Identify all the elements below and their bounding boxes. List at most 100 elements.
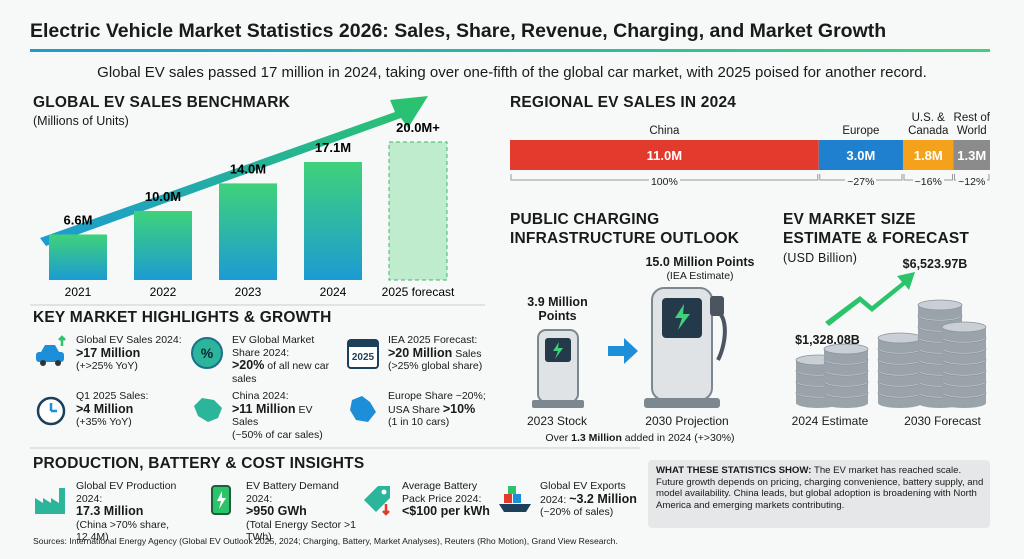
note-body: The EV market has reached scale. Future …: [656, 465, 984, 511]
page-title: Electric Vehicle Market Statistics 2026:…: [30, 20, 887, 42]
item-note: (China >70% share, 12.4M): [76, 518, 170, 544]
item-value: >17 Million: [76, 345, 141, 360]
item-text: EV Battery Demand 2024: >950 GWh (Total En…: [246, 480, 362, 544]
item-value-suffix: of all new car sales: [232, 360, 330, 385]
icon: [194, 398, 222, 422]
coin: [942, 332, 986, 342]
share-label: ~27%: [837, 176, 885, 188]
section-title: EV MARKET SIZE ESTIMATE & FORECAST (USD …: [783, 210, 998, 268]
icon: [499, 486, 531, 512]
info-item: Europe Share ~20%; USA Share >10% (1 in 10…: [344, 390, 494, 442]
item-text: Europe Share ~20%; USA Share >10% (1 in 10…: [388, 390, 494, 429]
x-label: 2030 Forecast: [904, 414, 981, 428]
growth-arrow: [40, 96, 428, 246]
share-text: ~27%: [845, 176, 877, 188]
x-label: 2024 Estimate: [791, 414, 869, 428]
page-subtitle: Global EV sales passed 17 million in 202…: [97, 64, 927, 81]
item-title: Global EV Production 2024:: [76, 480, 177, 505]
info-item: Global EV Exports 2024: ~3.2 Million (~20%…: [496, 480, 646, 532]
item-text: Average Battery Pack Price 2024: <$100 pe…: [402, 480, 498, 519]
icon-part: [217, 491, 226, 509]
coin: [824, 398, 868, 408]
item-note: (+35% YoY): [76, 416, 132, 428]
item-value: >20%: [232, 358, 265, 372]
info-item: EV Battery Demand 2024: >950 GWh (Total En…: [202, 480, 362, 543]
icon-part: [508, 486, 516, 494]
region-label: Rest of World: [953, 112, 990, 137]
value-label: 3.0M: [846, 148, 875, 163]
section-title: GLOBAL EV SALES BENCHMARK: [33, 94, 291, 111]
icon: [35, 488, 65, 514]
icon-part: [41, 345, 59, 352]
market-arrow: [825, 272, 915, 326]
note-lead: WHAT THESE STATISTICS SHOW:: [656, 465, 812, 476]
coin: [878, 376, 922, 386]
bar: [304, 162, 362, 280]
charging-value: 15.0 Million Points: [645, 255, 755, 269]
item-title: Global EV Exports: [540, 480, 626, 492]
item-title: EV Battery Demand 2024:: [246, 480, 339, 505]
item-text: China 2024: >11 Million EV Sales (~50% of …: [232, 390, 338, 441]
item-note: (~20% of sales): [540, 506, 614, 518]
coin: [942, 354, 986, 364]
coin: [877, 332, 923, 344]
icon-part: [381, 489, 387, 495]
item-value-line: >20% of all new car sales: [232, 359, 338, 385]
icon-part: [499, 504, 531, 512]
item-note: (~50% of car sales): [232, 428, 323, 441]
arrow: [608, 338, 638, 364]
coin: [824, 354, 868, 364]
coin: [878, 354, 922, 364]
item-title: Average Battery Pack Price 2024:: [402, 480, 482, 505]
coins-2030: [877, 299, 987, 408]
item-value-line: >4 Million: [76, 401, 182, 417]
coin: [917, 299, 963, 311]
item-value-prefix: USA Share: [388, 403, 440, 416]
bar-segment: [818, 140, 903, 170]
charging-value: 3.9 Million Points: [527, 295, 588, 323]
bar-segment: [902, 140, 954, 170]
x-label: 2023 Stock: [526, 414, 588, 428]
title-underline: [30, 49, 990, 52]
note: WHAT THESE STATISTICS SHOW: The EV marke…: [656, 465, 984, 511]
coin: [878, 398, 922, 408]
coin: [878, 365, 922, 375]
item-value: >10%: [442, 401, 476, 416]
icon: %: [191, 337, 223, 369]
coin: [824, 387, 868, 397]
section-subtitle: (Millions of Units): [33, 114, 129, 128]
item-value: <$100 per kWh: [402, 504, 490, 518]
value-label: 14.0M: [230, 161, 266, 176]
bar-segment: [953, 140, 990, 170]
item-title: China 2024:: [232, 390, 289, 402]
item-title: Global EV Sales 2024:: [76, 334, 182, 346]
bar: [219, 183, 277, 280]
x-tick-label: 2024: [320, 285, 347, 299]
coin: [824, 376, 868, 386]
item-note: (>25% global share): [388, 360, 483, 372]
icon-part: [58, 335, 66, 346]
text: Over: [545, 432, 569, 444]
icon-part: [504, 494, 512, 503]
item-note: (1 in 10 cars): [388, 416, 450, 428]
icon: 2025: [347, 339, 379, 369]
item-title: Europe Share ~20%;: [388, 390, 486, 402]
info-item: 2025 IEA 2025 Forecast: >20 Million Sales(…: [344, 334, 494, 386]
info-item: Average Battery Pack Price 2024: <$100 pe…: [358, 480, 498, 532]
item-value-line: <$100 per kWh: [402, 505, 498, 519]
region-label: China: [649, 124, 680, 137]
item-value: >950 GWh: [246, 504, 307, 518]
text: 1.3 Million: [571, 432, 622, 444]
market-value: $1,328.08B: [795, 333, 860, 347]
section-title: PRODUCTION, BATTERY & COST INSIGHTS: [33, 455, 365, 472]
share-text: 100%: [648, 176, 680, 188]
title-unit: (USD Billion): [783, 251, 858, 265]
item-value: >4 Million: [76, 401, 134, 416]
icon: [364, 486, 390, 516]
item-text: Global EV Sales 2024: >17 Million (+>25% Y…: [76, 334, 182, 373]
item-note: (Total Energy Sector >1 TWh): [246, 518, 357, 544]
value-label: 11.0M: [647, 148, 682, 163]
coin: [942, 365, 986, 375]
info-item: % EV Global Market Share 2024: >20% of all…: [188, 334, 338, 386]
item-value-line: 2024: ~3.2 Million: [540, 492, 646, 507]
